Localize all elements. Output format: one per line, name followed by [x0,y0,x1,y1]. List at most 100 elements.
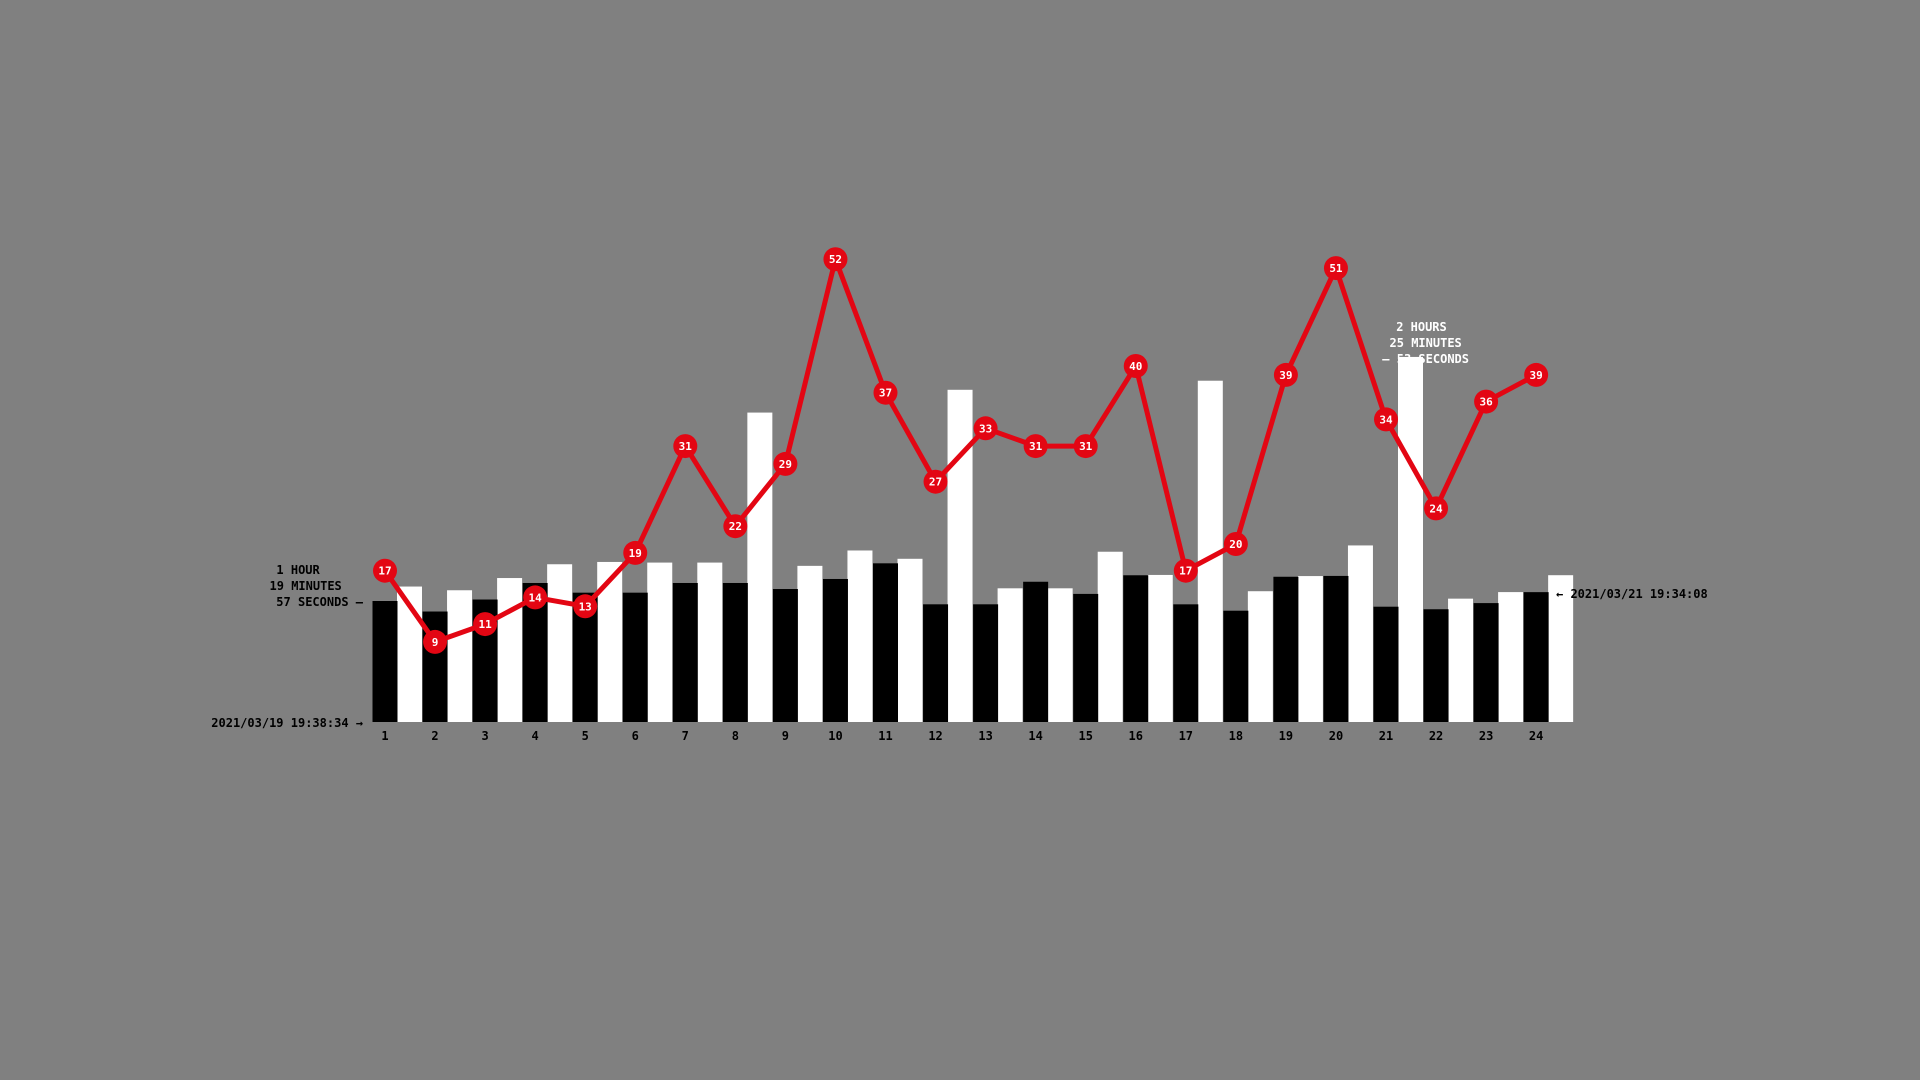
x-tick-label: 12 [928,729,942,743]
line-point [1374,407,1398,432]
line-point [1273,362,1298,387]
line-point-label: 51 [1329,262,1343,275]
x-tick-label: 5 [582,729,589,743]
line-point-label: 22 [729,520,742,533]
white-bar [1147,574,1173,722]
x-tick-label: 23 [1479,729,1493,743]
line-point-label: 36 [1479,396,1493,409]
white-bar [647,562,673,722]
line-point [923,469,948,494]
x-tick-label: 7 [682,729,689,743]
black-bar [1223,610,1249,722]
x-tick-label: 16 [1129,729,1143,743]
black-bar [1273,576,1299,722]
line-point-label: 39 [1279,369,1292,382]
line-point-label: 17 [378,565,391,578]
line-point [723,514,748,539]
line-point-label: 31 [1029,440,1043,453]
black-bar [1173,604,1199,722]
black-bars-group [372,563,1549,722]
white-bar [847,550,873,722]
white-bar [1498,592,1524,722]
white-bar [1297,576,1323,722]
line-point [523,585,548,610]
line-point-label: 33 [979,422,992,435]
black-bar [1523,592,1549,722]
x-tick-label: 6 [632,729,639,743]
white-bar [697,562,723,722]
line-point-label: 40 [1129,360,1142,373]
black-bar [1073,593,1099,722]
white-bar [497,578,523,722]
white-bar [1097,551,1123,722]
end-time-label: ← 2021/03/21 19:34:08 [1556,587,1708,601]
line-point [423,629,448,654]
line-point-label: 13 [579,600,592,613]
x-tick-label: 9 [782,729,789,743]
line-point [373,558,397,583]
line-point [1123,354,1148,378]
black-bar [1023,581,1049,722]
line-point-label: 17 [1179,565,1192,578]
line-point [1474,389,1499,414]
x-tick-label: 24 [1529,729,1543,743]
black-bar [822,578,848,722]
white-bar [447,590,473,722]
left-value-line-2: 19 MINUTES [270,579,342,593]
black-bar [722,582,748,722]
x-tick-label: 17 [1179,729,1193,743]
x-tick-label: 2 [431,729,438,743]
line-point-label: 52 [829,253,842,266]
line-point-label: 24 [1429,502,1443,515]
x-tick-label: 3 [481,729,488,743]
line-point [773,451,798,476]
line-point [623,540,648,565]
white-bar [947,389,973,722]
x-tick-label: 4 [532,729,539,743]
start-time-label: 2021/03/19 19:38:34 → [211,716,363,730]
line-point-label: 31 [1079,440,1093,453]
line-point-label: 9 [432,636,439,649]
black-bar [873,563,898,722]
line-point [873,380,898,405]
peak-value-line-1: 2 HOURS [1396,320,1447,334]
white-bar [1548,575,1574,722]
line-point [1323,256,1348,281]
line-point [573,594,598,619]
black-bar [973,604,999,722]
x-tick-label: 19 [1279,729,1293,743]
white-bar [1448,598,1474,722]
line-point-label: 19 [629,547,642,560]
black-bar [1423,609,1449,722]
line-point [973,416,998,441]
peak-value-line-3: — 53 SECONDS [1382,352,1469,366]
line-point-label: 14 [529,591,543,604]
left-value-annotation: 1 HOUR 19 MINUTES 57 SECONDS — [270,563,364,609]
line-series-group: 17 9 11 14 13 19 31 22 29 52 37 27 33 31 31 40 17 20 39 51 3… [373,247,1549,654]
line-point [1223,532,1248,556]
black-bar [372,601,398,722]
line-point-label: 39 [1530,369,1543,382]
white-bar [747,412,773,722]
x-tick-label: 15 [1078,729,1092,743]
line-point [1073,434,1098,459]
line-point-label: 27 [929,476,942,489]
white-bar [997,588,1023,722]
x-tick-label: 22 [1429,729,1443,743]
x-tick-label: 8 [732,729,739,743]
x-tick-label: 21 [1379,729,1393,743]
x-tick-label: 10 [828,729,842,743]
x-tick-label: 14 [1028,729,1042,743]
line-point-label: 37 [879,387,892,400]
line-point [673,434,698,459]
left-value-line-1: 1 HOUR [276,563,320,577]
white-bar [1247,591,1273,722]
black-bar [1473,603,1499,722]
line-point-label: 11 [478,618,492,631]
black-bar [923,604,949,722]
x-tick-label: 13 [978,729,992,743]
line-point [823,247,848,272]
white-bar [797,565,823,722]
white-bar [1398,356,1423,722]
